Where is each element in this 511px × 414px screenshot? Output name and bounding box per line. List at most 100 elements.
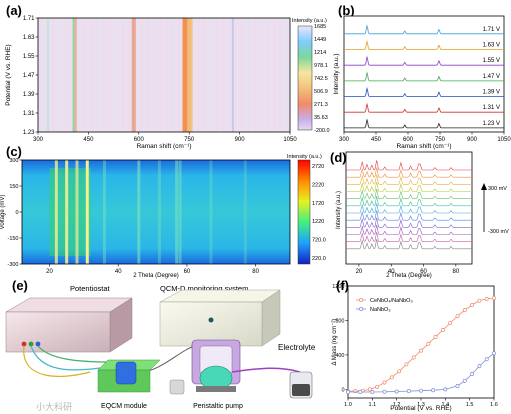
heatmap-a-xtick-label: 900 (235, 137, 246, 143)
plot-f-xtick-label: 1.4 (442, 402, 450, 408)
heatmap-c-ytick-label: 0 (15, 210, 18, 216)
plot-d-curve (346, 217, 472, 228)
heatmap-a-stripe (241, 18, 243, 132)
heatmap-a-xtick-label: 750 (184, 137, 195, 143)
plot-f-point (492, 351, 496, 356)
plot-f-legend-marker (359, 307, 363, 311)
panel-c: (c) 20 40 60 80 300 150 0 -150 -300 Voltage (mV)… (0, 144, 326, 279)
plot-f-point (382, 380, 387, 385)
heatmap-a-stripe (222, 18, 225, 132)
plot-f-points (346, 296, 496, 394)
plot-f-legend-label: CeNbO₄/NaNbO₃ (370, 298, 413, 304)
potentiostat-jack-red (21, 341, 27, 347)
heatmap-c-ylabel: Voltage (mV) (0, 195, 6, 230)
qcm-indicator (208, 317, 214, 323)
plot-f-point (443, 387, 448, 392)
plot-b-xtick-label: 750 (435, 137, 446, 143)
heatmap-a-stripe (266, 18, 269, 132)
colorbar-a-tick-label: 978.1 (314, 63, 328, 69)
heatmap-a-stripe (84, 18, 86, 132)
colorbar-c-tick-label: 2220 (312, 182, 324, 188)
heatmap-c-band (209, 160, 213, 264)
plot-d-lines (346, 160, 472, 250)
heatmap-a-ytick-label: 1.55 (23, 54, 35, 60)
plot-b-series-label: 1.55 V (483, 58, 500, 64)
panel-b: (b) 1.71 V 1.63 V 1.55 V 1.47 V 1.39 V 1.31 V… (333, 3, 511, 150)
plot-d-xtick-label: 40 (388, 269, 395, 275)
plot-d-curve (346, 203, 472, 214)
heatmap-a-xtick-label: 300 (33, 137, 44, 143)
plot-b-series-label: 1.63 V (483, 43, 500, 49)
heatmap-a-axes: 300 450 600 750 900 1050 1.23 1.31 1.39 1.47 1.55 1… (23, 16, 298, 143)
heatmap-a-stripe (229, 18, 231, 132)
heatmap-c-band (75, 160, 79, 264)
plot-f-ytick-label: 1200 (332, 284, 344, 290)
plot-b-series-line (344, 55, 504, 66)
heatmap-a-ytick-label: 1.47 (23, 73, 35, 79)
eqcm-cell (115, 361, 137, 385)
plot-d-curve (346, 224, 472, 235)
plot-f-point (431, 388, 436, 393)
panel-label-c: (c) (6, 144, 22, 159)
tube-purple (231, 367, 301, 373)
plot-f-point (375, 384, 380, 389)
plot-d-xlabel: 2 Theta (Degree) (386, 273, 432, 279)
heatmap-c-band (178, 160, 182, 264)
plot-b-xtick-label: 600 (403, 137, 414, 143)
heatmap-a-stripe (77, 18, 80, 132)
cable-yellow (23, 345, 91, 377)
plot-b-lines: 1.71 V 1.63 V 1.55 V 1.47 V 1.39 V 1.31 V 1.23… (344, 24, 504, 129)
heatmap-c-ytick-label: 150 (9, 184, 18, 190)
potentiostat-jack-blue (35, 341, 41, 347)
plot-f-point (492, 296, 496, 301)
heatmap-c-ytick-label: 300 (9, 158, 18, 164)
watermark: 小大科研 (36, 401, 72, 412)
heatmap-a-band-5 (47, 18, 50, 132)
heatmap-a-stripe (65, 18, 67, 132)
plot-f-point (389, 375, 394, 380)
colorbar-c-title: Intensity (a.u.) (287, 154, 322, 160)
heatmap-a-band-1 (74, 18, 77, 132)
plot-f-point (477, 298, 482, 303)
heatmap-a-stripe (279, 18, 281, 132)
plot-b-frame (343, 15, 505, 133)
plot-f-point (448, 321, 453, 325)
panel-a: (a) 300 450 600 750 900 1050 1.23 1.31 1.39 1.47 1… (5, 3, 330, 150)
heatmap-c-band (54, 160, 58, 264)
electrolyte-liquid (292, 384, 310, 396)
plot-d-annotation-bottom: -300 mV (488, 229, 509, 235)
heatmap-a-xtick-label: 1050 (283, 137, 297, 143)
heatmap-a-ytick-label: 1.23 (23, 130, 35, 136)
plot-f-axes: 1.0 1.1 1.2 1.3 1.4 1.5 1.6 0 400 800 1200 (332, 284, 498, 408)
plot-d-curve (346, 160, 472, 171)
plot-b-series-label: 1.31 V (483, 105, 500, 111)
plot-f-ytick-label: 800 (335, 318, 344, 324)
heatmap-c-xtick-label: 60 (184, 269, 191, 275)
plot-b-ylabel: Intensity (a.u.) (333, 53, 340, 94)
heatmap-a-bg (38, 18, 290, 132)
plot-f-point (419, 388, 423, 393)
electrolyte-label: Electrolyte (278, 343, 316, 352)
plot-d-arrowhead (481, 183, 487, 190)
plot-f-point (462, 308, 467, 313)
plot-b-series-line (344, 39, 504, 50)
colorbar-c-tick-label: 220.0 (312, 256, 326, 262)
plot-f-xtick-label: 1.5 (466, 402, 474, 408)
colorbar-a-tick-label: 742.5 (314, 76, 328, 82)
panel-label-d: (d) (330, 150, 347, 165)
plot-f-point (462, 378, 467, 383)
plot-d-curve (346, 189, 472, 199)
colorbar-c-tick-label: 1220 (312, 219, 324, 225)
heatmap-a-xlabel: Raman shift (cm⁻¹) (136, 143, 191, 150)
plot-d-curve (346, 239, 472, 250)
colorbar-c (297, 159, 311, 265)
heatmap-a-xtick-label: 600 (134, 137, 145, 143)
colorbar-c-ticks: 2720 2220 1720 1220 720.0 220.0 (312, 164, 326, 262)
heatmap-a-stripe (285, 18, 288, 132)
plot-f-point (477, 364, 482, 369)
heatmap-c-band (175, 160, 179, 264)
plot-f-xtick-label: 1.0 (344, 402, 352, 408)
plot-f-point (382, 389, 387, 394)
heatmap-a-stripe (147, 18, 149, 132)
heatmap-a-stripe (109, 18, 111, 132)
